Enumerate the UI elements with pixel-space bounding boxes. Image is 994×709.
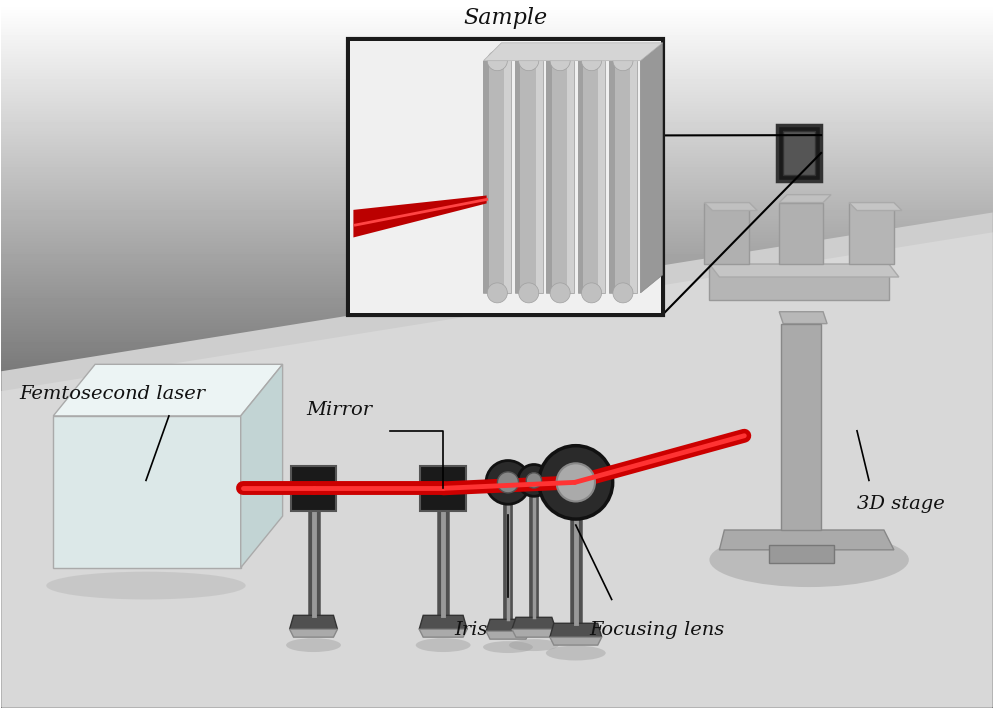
- Polygon shape: [710, 264, 899, 277]
- Polygon shape: [705, 203, 757, 211]
- Polygon shape: [54, 364, 282, 416]
- Circle shape: [613, 283, 633, 303]
- Ellipse shape: [47, 571, 246, 600]
- Circle shape: [526, 473, 542, 488]
- Polygon shape: [550, 623, 601, 637]
- Polygon shape: [483, 61, 489, 293]
- Bar: [777, 125, 821, 181]
- Text: Femtosecond laser: Femtosecond laser: [19, 385, 206, 403]
- Text: Mirror: Mirror: [306, 401, 373, 419]
- Circle shape: [518, 464, 550, 496]
- Polygon shape: [578, 61, 583, 293]
- Polygon shape: [705, 203, 749, 264]
- Polygon shape: [578, 61, 605, 293]
- Polygon shape: [630, 61, 637, 293]
- Polygon shape: [779, 312, 827, 323]
- Polygon shape: [849, 203, 894, 264]
- Polygon shape: [1, 233, 993, 708]
- Polygon shape: [609, 61, 614, 293]
- Bar: [351, 41, 661, 313]
- Circle shape: [557, 463, 595, 501]
- Bar: [349, 39, 663, 315]
- Polygon shape: [567, 61, 574, 293]
- Circle shape: [487, 50, 507, 71]
- Polygon shape: [241, 364, 282, 568]
- Polygon shape: [512, 618, 556, 629]
- Polygon shape: [550, 637, 601, 645]
- Polygon shape: [290, 466, 336, 511]
- Polygon shape: [54, 416, 241, 568]
- Polygon shape: [779, 195, 831, 203]
- Circle shape: [581, 283, 601, 303]
- Polygon shape: [536, 61, 543, 293]
- Circle shape: [519, 50, 539, 71]
- Polygon shape: [486, 619, 530, 631]
- Circle shape: [581, 50, 601, 71]
- Polygon shape: [419, 629, 467, 637]
- Circle shape: [497, 472, 519, 493]
- Bar: [769, 545, 834, 563]
- Polygon shape: [289, 615, 337, 629]
- Polygon shape: [419, 615, 467, 629]
- Ellipse shape: [286, 638, 341, 652]
- Polygon shape: [486, 631, 530, 639]
- Ellipse shape: [710, 532, 909, 587]
- Polygon shape: [515, 61, 543, 293]
- Polygon shape: [598, 61, 605, 293]
- Ellipse shape: [546, 646, 605, 661]
- Text: 3D stage: 3D stage: [857, 496, 944, 513]
- Polygon shape: [640, 43, 662, 293]
- Ellipse shape: [509, 639, 559, 651]
- Circle shape: [487, 283, 507, 303]
- Circle shape: [550, 283, 571, 303]
- Circle shape: [486, 461, 530, 504]
- Circle shape: [613, 50, 633, 71]
- Polygon shape: [420, 466, 466, 511]
- Polygon shape: [483, 43, 662, 61]
- Circle shape: [550, 50, 571, 71]
- Bar: [783, 131, 815, 175]
- Polygon shape: [547, 61, 552, 293]
- Circle shape: [539, 446, 612, 519]
- Polygon shape: [710, 264, 889, 300]
- Circle shape: [519, 283, 539, 303]
- Polygon shape: [779, 203, 823, 264]
- Polygon shape: [512, 629, 556, 637]
- Polygon shape: [289, 629, 337, 637]
- Polygon shape: [720, 530, 894, 550]
- Polygon shape: [483, 61, 511, 293]
- Polygon shape: [504, 61, 511, 293]
- Text: Iris: Iris: [454, 621, 487, 640]
- Polygon shape: [849, 203, 902, 211]
- Ellipse shape: [483, 641, 533, 653]
- Polygon shape: [609, 61, 637, 293]
- Text: Sample: Sample: [463, 7, 547, 29]
- Polygon shape: [1, 213, 993, 708]
- Ellipse shape: [415, 638, 470, 652]
- Text: Focusing lens: Focusing lens: [589, 621, 725, 640]
- Polygon shape: [547, 61, 574, 293]
- Polygon shape: [515, 61, 521, 293]
- Bar: [781, 323, 821, 530]
- Polygon shape: [354, 196, 487, 238]
